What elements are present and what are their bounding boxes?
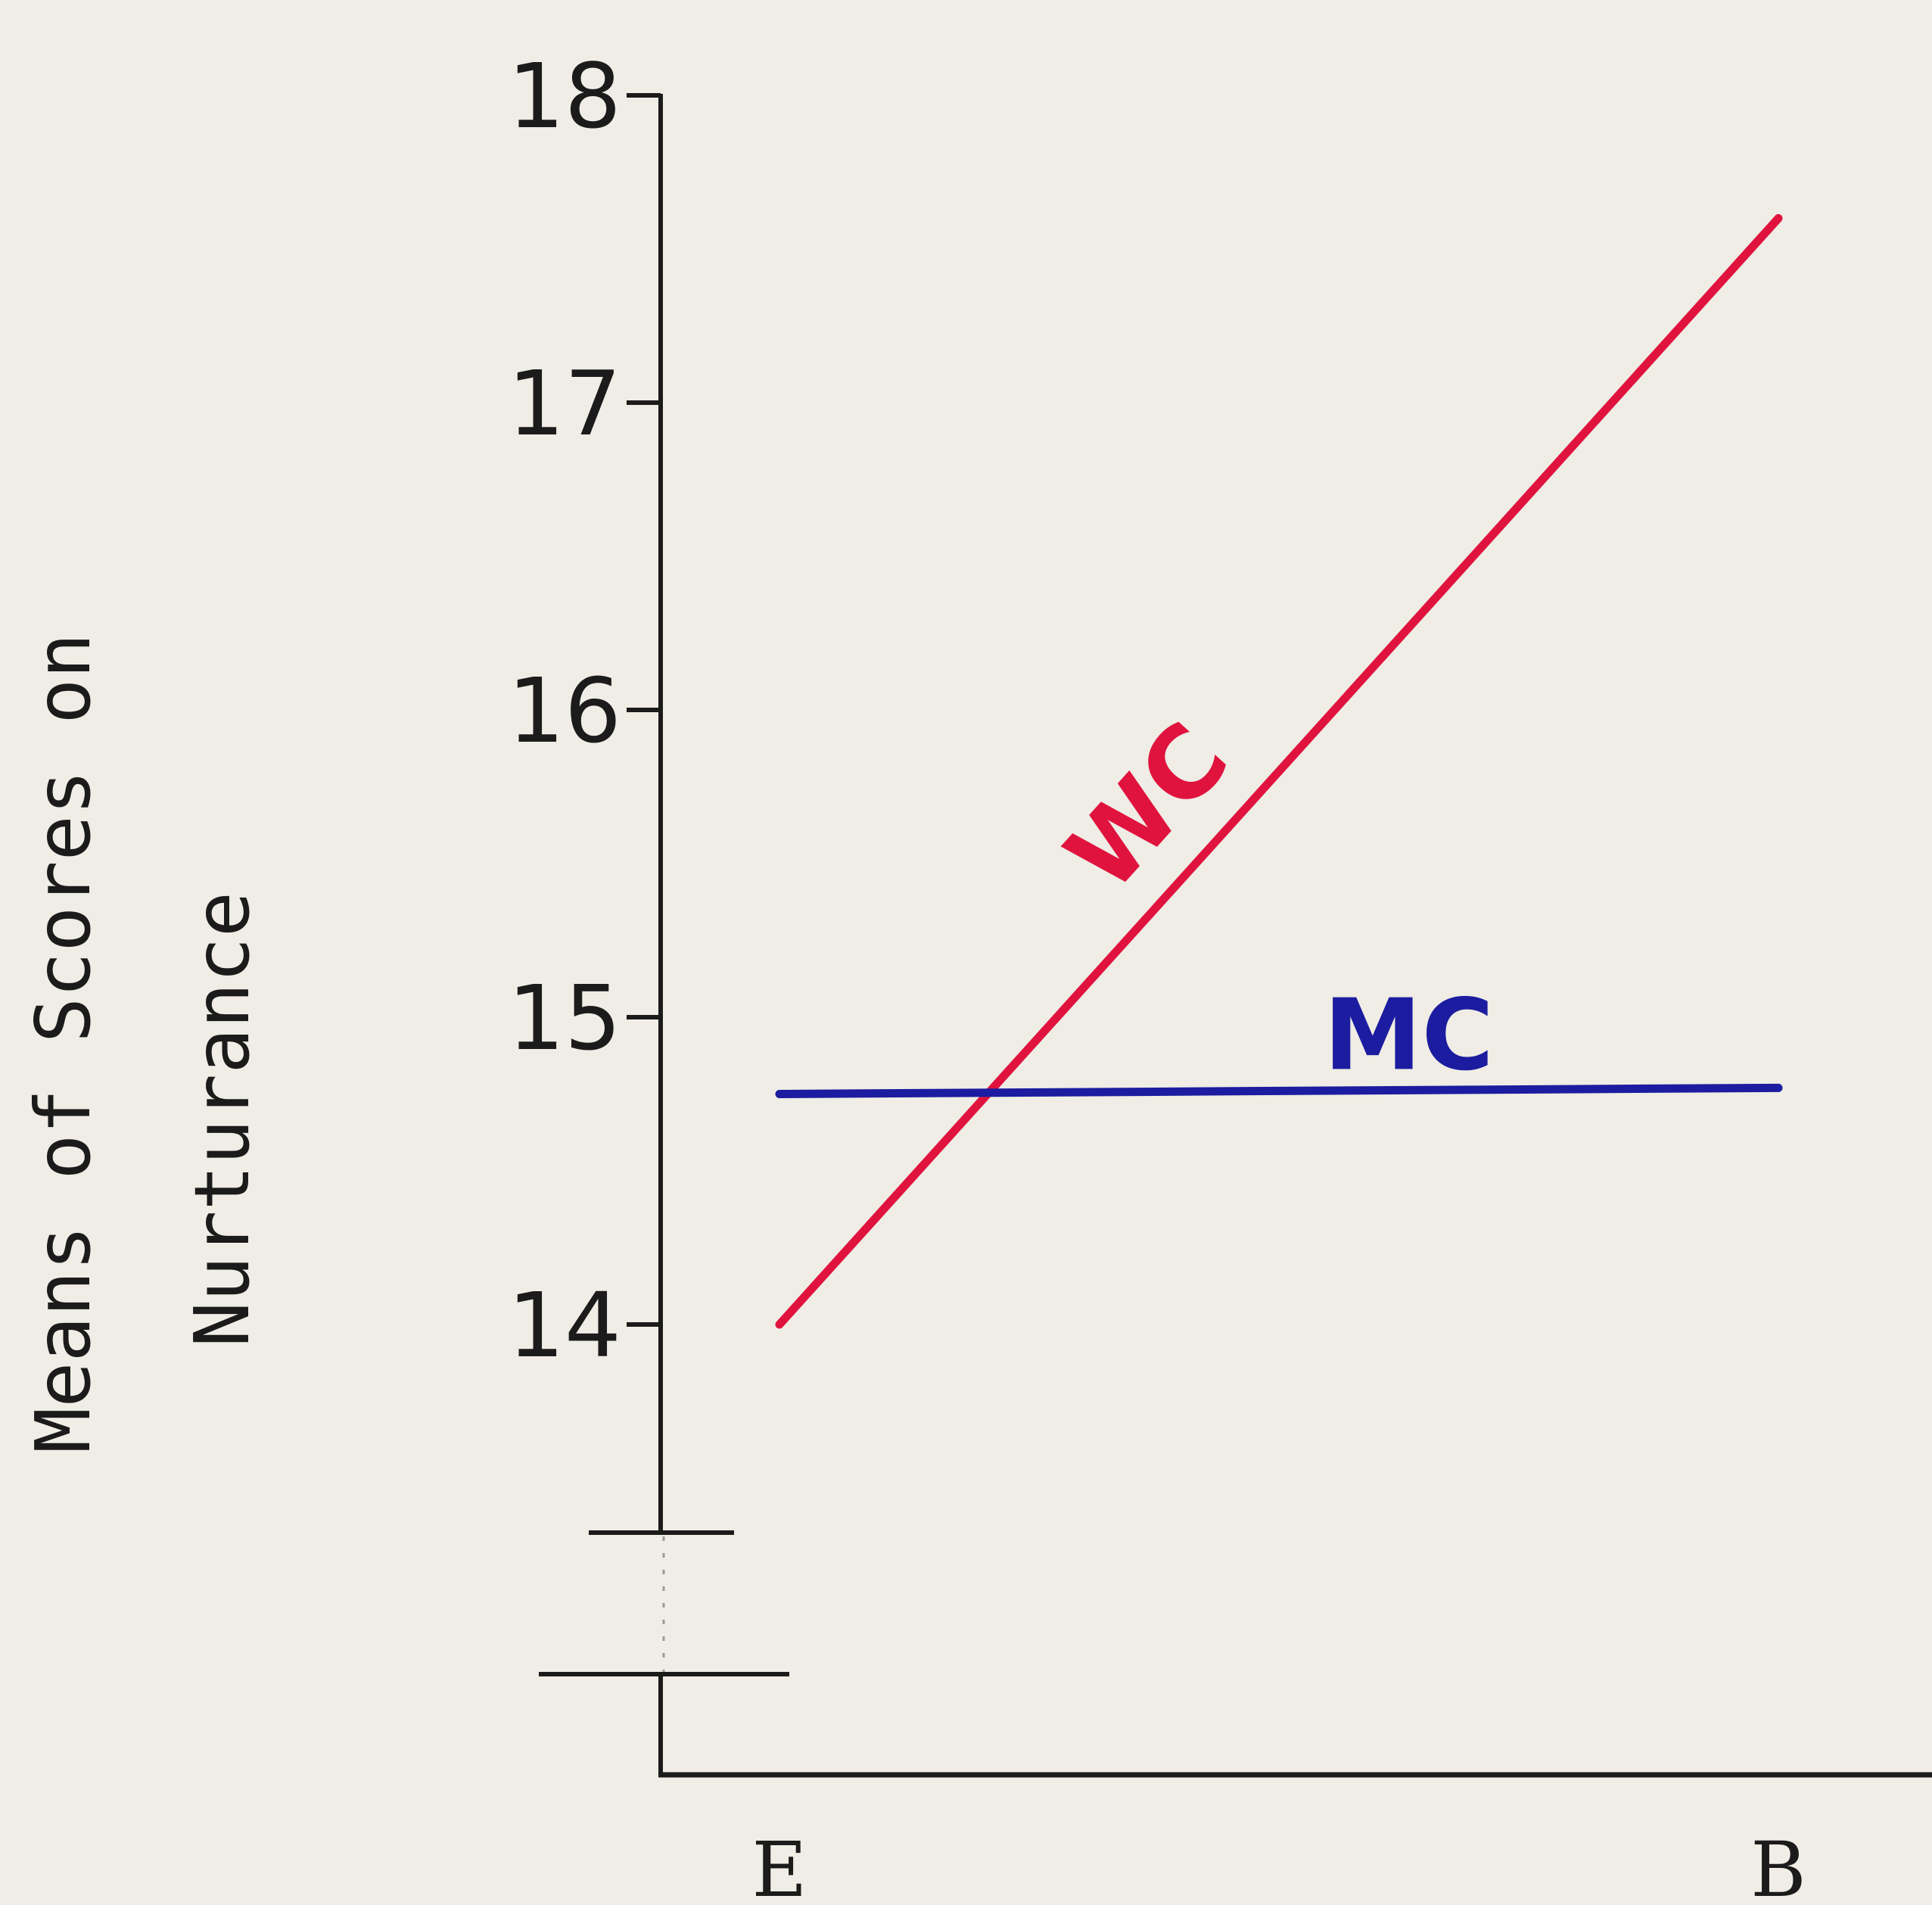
y-axis-label-line-2: Nurturance [178,892,266,1347]
axes [539,94,1932,1778]
y-axis-label-line-1: Means of Scores on [19,633,107,1453]
series-label-mc: MC [1324,977,1494,1092]
series-label-wc: WC [1044,701,1251,912]
series-line-wc [775,213,1783,1329]
y-tick-label-16: 16 [508,658,621,763]
x-category-label-E: E [752,1826,807,1905]
y-tick-label-18: 18 [508,44,621,148]
series-group: WC MC [775,213,1783,1329]
y-tick-label-15: 15 [508,966,621,1070]
y-axis-label: Means of Scores on Nurturance [19,633,266,1453]
series-line-mc [775,1083,1783,1098]
x-category-label-B: B [1750,1826,1806,1905]
y-ticks: 14 15 16 17 18 [508,44,661,1377]
y-tick-label-14: 14 [508,1273,621,1377]
y-tick-label-17: 17 [508,351,621,456]
